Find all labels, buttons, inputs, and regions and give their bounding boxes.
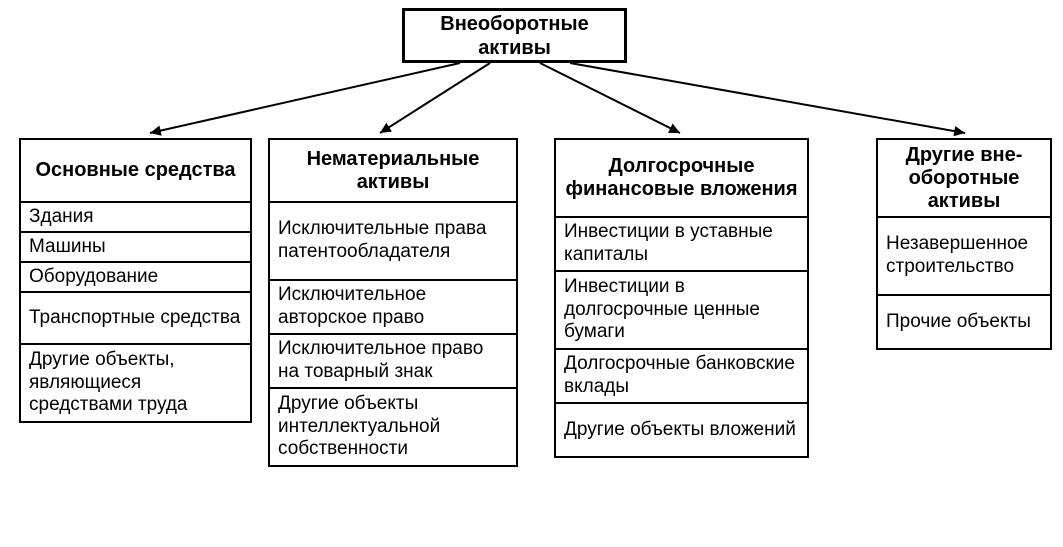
category-header: Основные средства bbox=[19, 138, 252, 203]
category-2: Долгосрочные финансовые вложенияИнвестиц… bbox=[554, 138, 809, 458]
category-3: Другие вне­оборотные активыНезавершен­но… bbox=[876, 138, 1052, 350]
category-item: Инвестиции в уставные капиталы bbox=[554, 218, 809, 272]
category-item: Оборудование bbox=[19, 263, 252, 293]
root-node: Внеоборотные активы bbox=[402, 8, 627, 63]
category-0: Основные средстваЗданияМашиныОборудовани… bbox=[19, 138, 252, 423]
category-item: Исключительное пра­во на товарный знак bbox=[268, 335, 518, 389]
category-item: Здания bbox=[19, 203, 252, 233]
category-item: Машины bbox=[19, 233, 252, 263]
category-item: Долгосрочные бан­ковские вклады bbox=[554, 350, 809, 404]
category-item: Прочие объекты bbox=[876, 296, 1052, 350]
category-item: Другие объекты вложений bbox=[554, 404, 809, 458]
category-header: Другие вне­оборотные активы bbox=[876, 138, 1052, 218]
category-item: Исключительные права патентообла­дателя bbox=[268, 203, 518, 281]
category-header: Нематериальные активы bbox=[268, 138, 518, 203]
category-item: Другие объекты интеллектуальной собствен… bbox=[268, 389, 518, 467]
category-item: Транспортные средства bbox=[19, 293, 252, 345]
category-item: Исключительное авторское право bbox=[268, 281, 518, 335]
category-item: Другие объекты, являющиеся средствами тр… bbox=[19, 345, 252, 423]
root-label: Внеоборотные активы bbox=[405, 12, 624, 60]
category-header: Долгосрочные финансовые вложения bbox=[554, 138, 809, 218]
category-item: Незавершен­ное строи­тельство bbox=[876, 218, 1052, 296]
category-item: Инвестиции в долгосрочные ценные бумаги bbox=[554, 272, 809, 350]
category-1: Нематериальные активыИсключительные прав… bbox=[268, 138, 518, 467]
